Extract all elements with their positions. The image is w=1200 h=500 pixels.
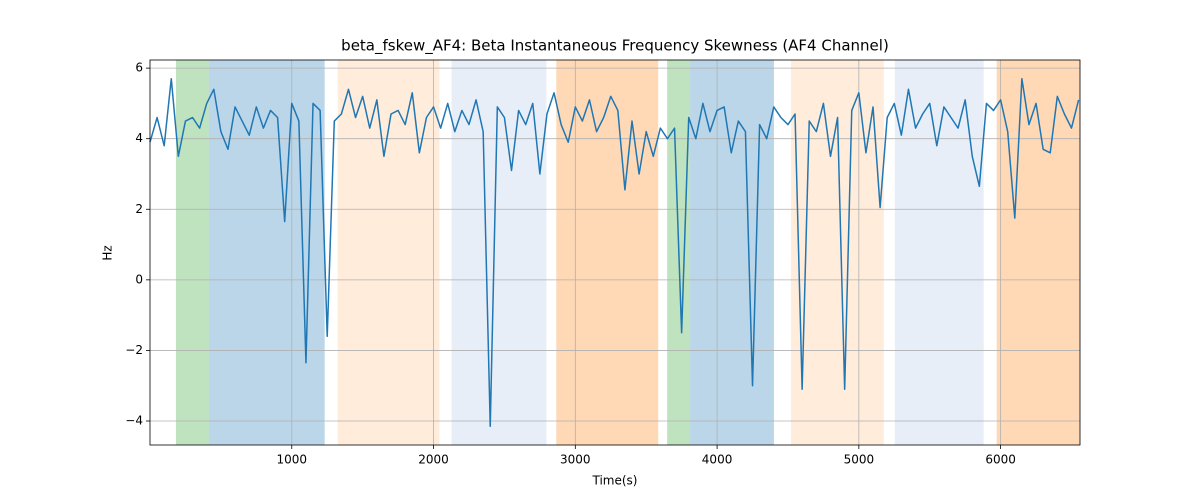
shaded-region	[996, 60, 1080, 445]
shaded-region	[208, 60, 325, 445]
chart-title: beta_fskew_AF4: Beta Instantaneous Frequ…	[341, 37, 889, 56]
y-tick-label: 2	[135, 202, 143, 216]
y-tick-label: 6	[135, 61, 143, 75]
x-tick-label: 2000	[418, 453, 449, 467]
x-tick-label: 4000	[702, 453, 733, 467]
y-axis-label: Hz	[101, 245, 115, 260]
shaded-region	[451, 60, 547, 445]
shaded-region	[337, 60, 440, 445]
x-axis-label: Time(s)	[592, 474, 638, 488]
shaded-region	[894, 60, 984, 445]
x-tick-label: 6000	[985, 453, 1016, 467]
x-tick-label: 1000	[276, 453, 307, 467]
shaded-region	[556, 60, 659, 445]
data-line	[149, 77, 1080, 428]
x-tick-label: 5000	[844, 453, 875, 467]
y-tick-label: −4	[125, 414, 143, 428]
y-tick-label: 0	[135, 272, 143, 286]
x-tick-label: 3000	[560, 453, 591, 467]
y-tick-label: −2	[125, 343, 143, 357]
shaded-region	[175, 60, 209, 445]
plot-frame	[149, 59, 1081, 446]
shaded-region	[690, 60, 774, 445]
y-tick-label: 4	[135, 131, 143, 145]
